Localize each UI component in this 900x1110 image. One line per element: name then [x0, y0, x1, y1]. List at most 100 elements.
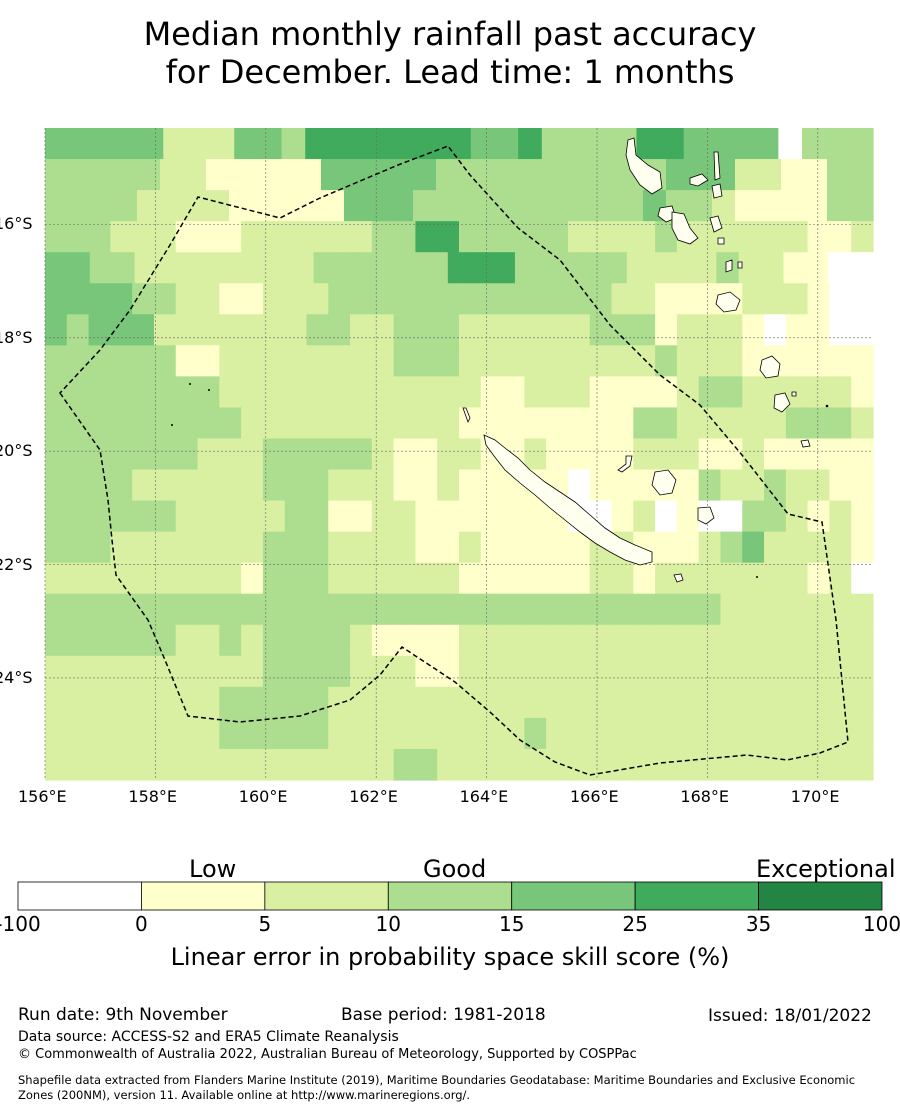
grid-cell [720, 438, 743, 471]
grid-cell [284, 593, 308, 626]
grid-cell [785, 686, 809, 719]
grid-cell [241, 686, 264, 719]
grid-cell [153, 593, 177, 626]
mare-island [697, 506, 715, 525]
grid-cell [502, 283, 525, 315]
data-source: Data source: ACCESS-S2 and ERA5 Climate … [18, 1029, 399, 1045]
grid-cell [153, 531, 177, 564]
grid-cell [175, 686, 199, 719]
grid-cell [447, 128, 472, 160]
grid-cell [110, 221, 133, 253]
grid-cell [241, 283, 264, 315]
grid-cell [735, 159, 759, 191]
grid-cell [524, 407, 547, 440]
grid-cell [67, 252, 91, 284]
grid-cell [785, 748, 809, 781]
vanuatu-south-islands [759, 355, 811, 448]
grid-cell [262, 748, 286, 781]
grid-cell [546, 345, 569, 377]
grid-cell [559, 252, 583, 284]
grid-cell [390, 190, 414, 222]
grid-cell [524, 593, 547, 626]
grid-cell [393, 469, 417, 502]
grid-cell [829, 562, 852, 595]
grid-cell [66, 593, 90, 626]
grid-cell [567, 438, 591, 471]
grid-cell [306, 655, 329, 688]
grid-cell [611, 562, 634, 595]
grid-cell [132, 748, 155, 781]
grid-cell [132, 283, 155, 315]
grid-cell [350, 438, 373, 471]
grid-cell [137, 190, 161, 222]
grid-cell [437, 593, 460, 626]
grid-cell [829, 531, 852, 564]
grid-cell [241, 376, 264, 409]
grid-cell [183, 190, 207, 222]
grid-cell [88, 655, 111, 688]
grid-cell [633, 314, 656, 346]
title-line-1: Median monthly rainfall past accuracy [143, 15, 757, 53]
grid-cell [132, 717, 155, 750]
grid-cell [371, 748, 395, 781]
grid-cell [45, 593, 68, 626]
grid-cell [284, 562, 308, 595]
grid-cell [459, 190, 483, 222]
colorbar-category-good: Good [423, 855, 487, 883]
grid-cell [45, 531, 68, 564]
grid-cell [160, 159, 184, 191]
grid-cell [829, 717, 852, 750]
grid-cell [284, 686, 308, 719]
grid-cell [88, 314, 111, 346]
grid-cell [502, 500, 525, 533]
grid-cell [371, 562, 395, 595]
grid-cell [350, 407, 373, 440]
colorbar-tick-label: -100 [0, 912, 41, 936]
grid-cell [179, 252, 203, 284]
grid-cell [110, 562, 133, 595]
grid-cell [480, 314, 504, 346]
grid-cell [633, 655, 656, 688]
grid-cell [546, 283, 569, 315]
grid-cell [393, 655, 417, 688]
grid-cell [153, 500, 177, 533]
grid-cell [175, 376, 199, 409]
y-tick-label: 22°S [0, 554, 33, 574]
grid-cell [655, 345, 678, 377]
grid-cell [851, 376, 874, 409]
grid-cell [528, 190, 552, 222]
grid-cell [480, 748, 504, 781]
grid-cell [66, 624, 90, 657]
grid-cell [134, 252, 158, 284]
grid-cell [480, 562, 504, 595]
grid-cell [262, 438, 286, 471]
grid-cell [626, 252, 650, 284]
grid-cell [328, 717, 351, 750]
grid-cell [676, 438, 700, 471]
grid-cell [480, 624, 504, 657]
grid-cell [567, 469, 591, 502]
grid-cell [807, 221, 831, 253]
grid-cell [781, 159, 805, 191]
grid-cell [480, 686, 504, 719]
grid-cell [114, 159, 138, 191]
grid-cell [66, 531, 90, 564]
grid-cell [175, 438, 199, 471]
grid-cell [827, 190, 851, 222]
grid-cell [437, 500, 460, 533]
grid-cell [219, 345, 242, 377]
grid-cell [502, 376, 525, 409]
grid-cell [197, 314, 220, 346]
grid-cell [88, 717, 111, 750]
grid-cell [45, 159, 69, 191]
grid-cell [633, 221, 656, 253]
grid-cell [683, 128, 708, 160]
grid-cell [252, 190, 276, 222]
grid-cell [480, 221, 504, 253]
grid-cell [284, 500, 308, 533]
colorbar-category-low: Low [189, 855, 237, 883]
grid-cell [850, 190, 874, 222]
grid-cell [88, 531, 111, 564]
grid-cell [371, 624, 395, 657]
grid-cell [611, 221, 634, 253]
